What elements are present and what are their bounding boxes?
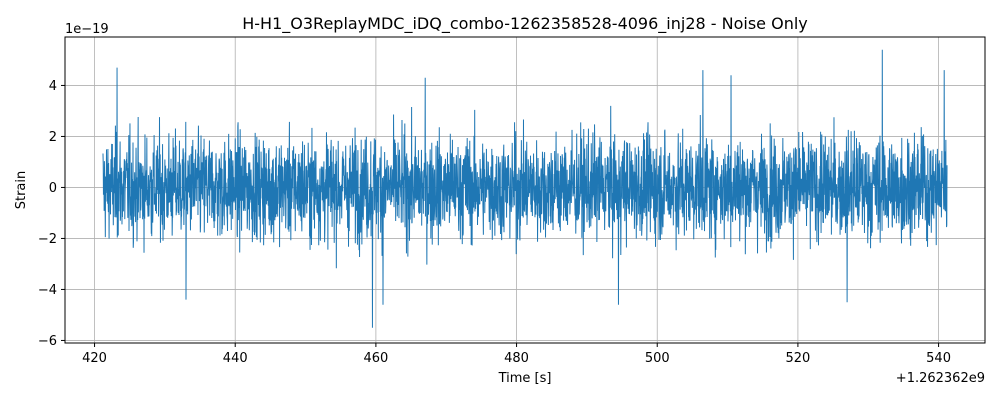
x-tick-label: 460 <box>363 351 388 366</box>
x-tick-label: 420 <box>82 351 107 366</box>
x-tick-label: 520 <box>785 351 810 366</box>
y-tick-label: 2 <box>49 130 57 145</box>
strain-series-line <box>102 49 948 328</box>
x-tick-label: 500 <box>645 351 670 366</box>
x-axis-label: Time [s] <box>498 371 552 386</box>
plot-area <box>102 49 948 328</box>
x-axis-ticks: 420 440 460 480 500 520 540 <box>82 343 951 366</box>
chart-title: H-H1_O3ReplayMDC_iDQ_combo-1262358528-40… <box>242 14 808 34</box>
y-tick-label: −4 <box>38 283 57 298</box>
y-tick-label: −6 <box>38 334 57 349</box>
x-tick-label: 440 <box>223 351 248 366</box>
y-tick-label: 4 <box>49 79 57 94</box>
y-tick-label: 0 <box>49 181 57 196</box>
y-axis-label: Strain <box>14 171 29 210</box>
y-exponent-label: 1e−19 <box>65 22 109 37</box>
axes-frame <box>64 36 986 344</box>
y-tick-label: −2 <box>38 232 57 247</box>
y-axis-ticks: −6 −4 −2 0 2 4 <box>38 79 65 349</box>
x-tick-label: 540 <box>926 351 951 366</box>
x-offset-label: +1.262362e9 <box>896 371 985 386</box>
x-tick-label: 480 <box>504 351 529 366</box>
